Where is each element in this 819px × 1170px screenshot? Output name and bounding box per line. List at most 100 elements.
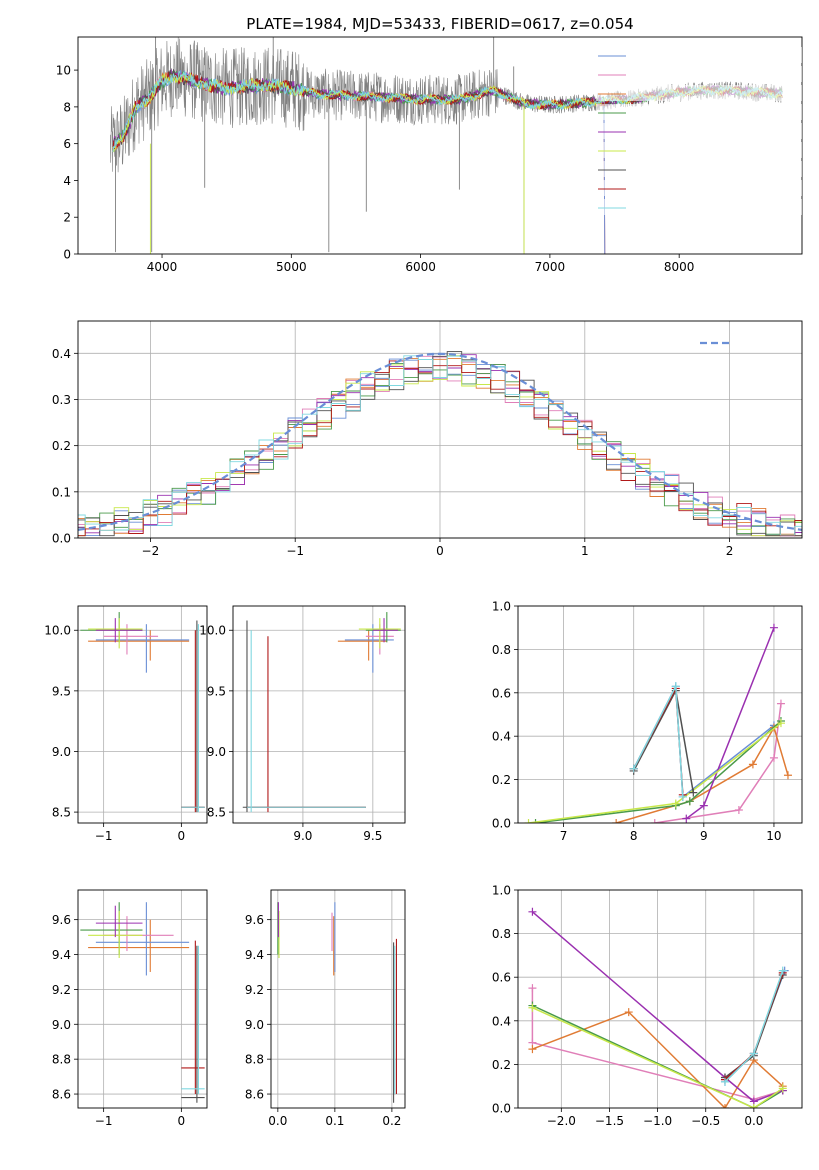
data-point-marker — [776, 719, 785, 728]
histogram-chabrier_stelib — [78, 351, 802, 537]
data-point-marker — [671, 682, 680, 691]
y-tick-label: 9.5 — [207, 684, 226, 698]
data-point-marker — [678, 792, 687, 801]
legend-bg — [596, 199, 802, 215]
legend-bg — [596, 161, 802, 177]
x-tick-label: 4000 — [147, 260, 178, 274]
data-point-marker — [629, 764, 638, 773]
y-tick-label: 8.6 — [245, 1088, 264, 1102]
data-point-marker — [748, 760, 757, 769]
x-tick-label: −2 — [142, 544, 160, 558]
y-tick-label: 9.2 — [245, 983, 264, 997]
legend-bg — [596, 85, 802, 101]
y-tick-label: 2 — [63, 211, 71, 225]
y-tick-label: 9.0 — [245, 1018, 264, 1032]
y-tick-label: 0.4 — [492, 1014, 511, 1028]
panel-age-vs-Z: −1 0 8.5 9.0 9.5 10.0 — [44, 605, 208, 843]
x-tick-label: 7000 — [535, 260, 566, 274]
data-point-marker — [776, 699, 785, 708]
x-tick-label: 7 — [560, 829, 568, 843]
x-tick-label: 10 — [766, 829, 781, 843]
x-tick-label: 2 — [726, 544, 734, 558]
x-tick-label: 0 — [178, 1114, 186, 1128]
x-tick-label: 0.0 — [268, 1114, 287, 1128]
data-point-marker — [749, 1049, 758, 1058]
data-point-marker — [685, 797, 694, 806]
legend-bg — [596, 123, 802, 139]
x-tick-label: 5000 — [276, 260, 307, 274]
y-tick-label: 8 — [63, 100, 71, 114]
x-tick-label: −1 — [95, 829, 113, 843]
axes-frame — [270, 889, 406, 1109]
plot-area — [80, 902, 205, 1103]
data-point-marker — [778, 966, 787, 975]
data-point-marker — [720, 1104, 729, 1108]
y-tick-label: 8.8 — [52, 1053, 71, 1067]
data-point-marker — [769, 623, 778, 632]
y-tick-label: 6 — [63, 137, 71, 151]
y-tick-label: 9.0 — [52, 1018, 71, 1032]
data-point-marker — [624, 1008, 633, 1017]
data-point-marker — [769, 753, 778, 762]
y-tick-label: 4 — [63, 174, 71, 188]
axes-frame — [517, 889, 803, 1109]
y-tick-label: 0.6 — [492, 686, 511, 700]
data-point-marker — [528, 907, 537, 916]
plot-area — [80, 612, 205, 813]
y-tick-label: 10.0 — [199, 624, 226, 638]
series-line — [535, 720, 782, 823]
y-tick-label: 8.6 — [52, 1088, 71, 1102]
figure-title: PLATE=1984, MJD=53433, FIBERID=0617, z=0… — [246, 15, 633, 33]
plot-area — [277, 902, 397, 1103]
y-tick-label: 9.5 — [52, 684, 71, 698]
axes-frame — [77, 889, 208, 1109]
y-tick-label: 9.4 — [245, 948, 264, 962]
data-point-marker — [734, 805, 743, 814]
y-tick-label: 8.8 — [245, 1053, 264, 1067]
gaussian-reference-line — [78, 352, 802, 531]
x-tick-label: 1 — [581, 544, 589, 558]
x-tick-label: 0.2 — [382, 1114, 401, 1128]
legend-bg — [596, 47, 802, 63]
panel-mass-vs-EBV: 0.0 0.1 0.2 8.6 8.8 9.0 9.2 9.4 9.6 — [245, 889, 406, 1128]
data-point-marker — [531, 819, 540, 823]
y-tick-label: 0.1 — [52, 485, 71, 499]
data-point-marker — [528, 1003, 537, 1012]
y-tick-label: 0.2 — [492, 773, 511, 787]
axes-frame — [77, 605, 208, 824]
x-tick-label: −2.0 — [547, 1114, 576, 1128]
data-point-marker — [689, 788, 698, 797]
y-tick-label: 0.6 — [492, 971, 511, 985]
data-point-marker — [612, 819, 621, 823]
y-tick-label: 0.0 — [492, 817, 511, 831]
x-tick-label: 9.5 — [363, 829, 382, 843]
y-tick-label: 9.4 — [52, 948, 71, 962]
panel-mass-weight-vs-Z: −2.0 −1.5 −1.0 −0.5 0.0 0.0 0.2 0.4 0.6 0.8 1.0 — [492, 884, 803, 1128]
plot-area — [242, 612, 401, 813]
y-tick-label: 9.6 — [52, 913, 71, 927]
y-tick-label: 9.6 — [245, 913, 264, 927]
y-tick-label: 9.2 — [52, 983, 71, 997]
plot-area — [78, 351, 802, 537]
x-tick-label: 0 — [436, 544, 444, 558]
series-line — [532, 1011, 784, 1108]
y-tick-label: 0.0 — [492, 1102, 511, 1116]
panel-spectrum: 4000 5000 6000 7000 8000 0 2 4 6 8 10 — [56, 36, 803, 274]
y-tick-label: 0.2 — [52, 439, 71, 453]
series-line — [531, 911, 783, 1103]
data-point-marker — [524, 819, 533, 823]
x-tick-label: 9 — [700, 829, 708, 843]
series-line — [654, 703, 782, 823]
x-tick-label: 9.0 — [293, 829, 312, 843]
plot-area — [524, 623, 792, 823]
histogram-salpeter_elodie — [78, 354, 802, 537]
y-tick-label: 9.0 — [52, 745, 71, 759]
y-tick-label: 0.4 — [492, 730, 511, 744]
x-tick-label: 8 — [630, 829, 638, 843]
y-tick-label: 1.0 — [492, 600, 511, 614]
legend-bg — [596, 66, 802, 82]
y-tick-label: 10 — [56, 64, 71, 78]
y-tick-label: 8.5 — [52, 806, 71, 820]
y-tick-label: 0.0 — [52, 532, 71, 546]
